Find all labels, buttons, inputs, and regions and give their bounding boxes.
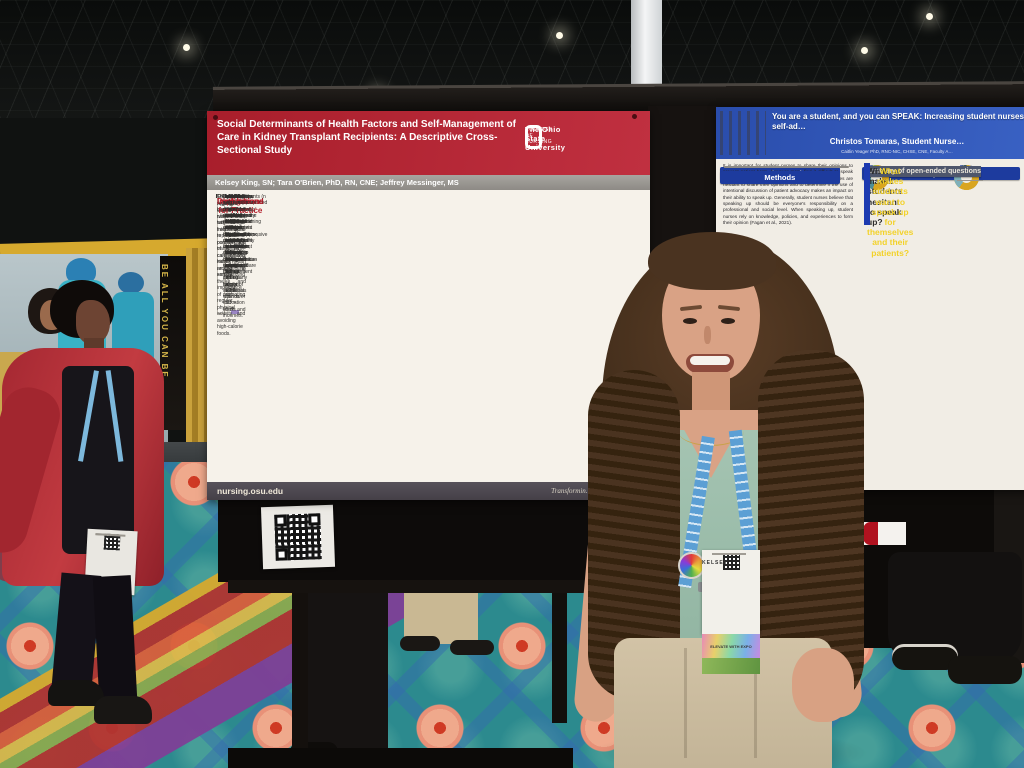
question1-text: What makes students hesitant to speak up… <box>867 166 903 227</box>
presenter-woman: KELSEY ELEVATE WITH EXPO <box>570 230 870 768</box>
qr-code-card <box>260 504 336 570</box>
attendee-pants <box>92 575 138 701</box>
attendee-face <box>76 300 110 344</box>
presenter-neck <box>692 372 730 416</box>
push-pin <box>632 114 637 119</box>
right-poster-left-column: Background It is important for student n… <box>720 163 856 483</box>
eye <box>721 318 735 324</box>
surgeon-cap <box>66 258 96 284</box>
poster-title: You are a student, and you can SPEAK: In… <box>772 112 1024 131</box>
poster-author: Christos Tomaras, Student Nurse… <box>829 137 965 146</box>
background-person-shoe <box>450 640 494 655</box>
background-person-sneaker <box>948 656 1022 684</box>
nose <box>704 326 711 344</box>
sticker-red-mark <box>862 522 878 545</box>
poster-authors: Kelsey King, SN; Tara O'Brien, PhD, RN, … <box>207 175 650 190</box>
summary-heading: Summary of open-ended questions <box>864 166 982 177</box>
attendee-shoe <box>48 680 104 706</box>
presenter-hair-fringe <box>648 232 776 290</box>
smiling-mouth <box>686 354 734 373</box>
background-person-shoe <box>400 636 440 651</box>
ceiling-light <box>183 44 190 51</box>
logo-sticker <box>862 522 906 545</box>
poster-title: Social Determinants of Health Factors an… <box>217 119 516 156</box>
osu-block-o-icon <box>525 125 542 149</box>
background-person-sneaker <box>892 644 958 670</box>
rainbow-pin-button <box>678 552 705 579</box>
pants-crease <box>754 648 757 758</box>
osu-logo: The Ohio State University COLLEGE OF NUR… <box>525 125 643 161</box>
poster-title-banner <box>716 107 1024 159</box>
poster-kidney-transplant: Social Determinants of Health Factors an… <box>207 111 650 500</box>
poster-stand-crossbar <box>228 580 620 593</box>
attendee-red-jacket <box>0 278 185 748</box>
question2-text: What makes students want to speak up for… <box>867 166 914 258</box>
osu-institution: The Ohio State University <box>525 125 566 152</box>
footer-url: nursing.osu.edu <box>217 486 284 496</box>
ceiling-light <box>861 47 868 54</box>
presenter-hand <box>792 648 854 722</box>
qr-eye <box>308 513 321 526</box>
pants-crease <box>684 648 687 758</box>
poster-title-banner <box>207 111 650 175</box>
green-ribbon <box>702 658 760 674</box>
attendee-shoe <box>94 696 152 724</box>
ceiling-light <box>556 32 563 39</box>
eye <box>683 318 697 324</box>
banner-text: BE ALL YOU CAN BE <box>160 264 169 379</box>
poster-stand-leg <box>552 593 567 723</box>
poster-stand-base <box>228 748 573 768</box>
ceiling-light <box>926 13 933 20</box>
badge-name: KELSEY <box>702 560 729 566</box>
poster-footer: nursing.osu.edu Transformin… <box>207 482 650 500</box>
poster-stand-leg <box>292 593 308 768</box>
osu-college: COLLEGE OF NURSING <box>525 127 553 145</box>
teeth <box>690 356 730 365</box>
army-banner: BE ALL YOU CAN BE <box>160 256 187 430</box>
conference-badge: KELSEY <box>702 550 760 634</box>
qr-eye <box>274 514 287 527</box>
header-photo-thumbnail <box>720 111 766 155</box>
qr-eye <box>275 548 288 561</box>
right-poster-right-column: Survey Findings Pre Survey Post Survey S… <box>862 163 1024 487</box>
badge-qr-code <box>722 553 740 570</box>
section-heading-methods: Methods <box>720 171 840 184</box>
ribbon-text: ELEVATE WITH EXPO <box>710 643 752 649</box>
push-pin <box>213 115 218 120</box>
question-box-speak-up: What makes students want to speak up for… <box>864 163 913 258</box>
surgeon-cap <box>118 272 144 294</box>
holographic-ribbon: ELEVATE WITH EXPO <box>702 634 760 658</box>
footer-slogan: Transformin… <box>551 487 592 495</box>
implications-bullet: Collaboration with healthcare profession… <box>222 194 257 288</box>
poster-faculty: Caitlin Yeager PhD, RNC-NIC, CHSE, CNE, … <box>841 149 953 154</box>
